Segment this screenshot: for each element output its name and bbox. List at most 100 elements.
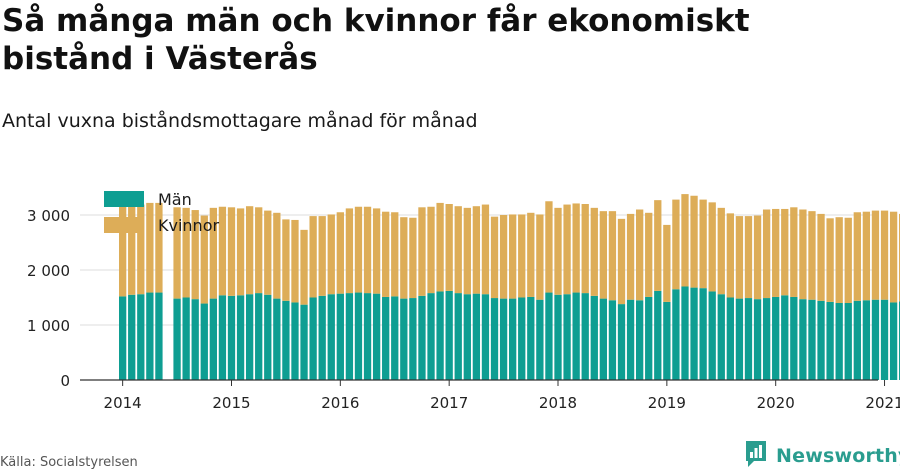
legend-label-men: Män — [158, 189, 192, 209]
bar-women — [581, 204, 589, 294]
bar-women — [862, 211, 871, 301]
bar-men — [209, 298, 217, 380]
chart-subtitle: Antal vuxna biståndsmottagare månad för … — [2, 110, 478, 132]
bar-men — [572, 292, 580, 380]
brand-logo[interactable]: Newsworthy — [744, 440, 900, 472]
bar-men — [255, 293, 263, 380]
bar-women — [826, 218, 834, 302]
legend-item-men[interactable]: Män — [104, 186, 219, 212]
y-tick-label: 0 — [60, 372, 70, 390]
bar-women — [273, 212, 281, 299]
x-axis — [80, 379, 886, 386]
bar-men — [645, 296, 653, 380]
bar-men — [599, 298, 608, 380]
bar-men — [245, 294, 254, 380]
y-tick-label: 2 000 — [27, 262, 70, 280]
bar-men — [119, 296, 127, 380]
bar-women — [282, 219, 290, 301]
bar-women — [590, 207, 598, 296]
bar-women — [490, 216, 499, 299]
bar-men — [753, 299, 762, 380]
bar-women — [799, 209, 807, 300]
bar-women — [354, 206, 363, 293]
bar-men — [626, 299, 635, 380]
bar-men — [499, 298, 508, 380]
bar-women — [835, 217, 843, 303]
bar-men — [191, 299, 199, 380]
bar-men — [545, 292, 553, 380]
bar-women — [762, 209, 771, 299]
bar-men — [318, 295, 326, 380]
bar-men — [799, 299, 807, 380]
x-tick-label: 2016 — [321, 394, 359, 412]
bar-men — [835, 303, 843, 380]
bar-men — [726, 297, 734, 380]
bar-women — [844, 217, 852, 303]
bar-men — [300, 304, 308, 380]
legend-item-women[interactable]: Kvinnor — [104, 212, 219, 238]
bar-women — [772, 208, 780, 297]
bar-women — [654, 200, 662, 291]
bar-men — [654, 290, 662, 380]
bar-men — [635, 300, 644, 380]
bar-men — [481, 294, 490, 380]
y-tick-label: 3 000 — [27, 207, 70, 225]
bar-women — [554, 207, 562, 295]
bar-women — [481, 204, 490, 295]
bar-men — [744, 298, 753, 380]
bar-women — [309, 216, 317, 298]
bar-men — [808, 299, 816, 380]
bar-women — [400, 217, 408, 299]
bar-women — [119, 205, 127, 297]
bar-women — [137, 204, 145, 295]
bar-women — [236, 208, 245, 296]
bar-women — [418, 207, 426, 296]
bar-men — [790, 296, 798, 380]
bar-women — [291, 219, 299, 303]
bar-men — [880, 299, 889, 380]
bar-women — [545, 201, 553, 293]
bar-women — [182, 207, 190, 298]
bar-women — [563, 204, 571, 295]
bar-women — [454, 206, 462, 294]
bar-men — [717, 294, 725, 380]
bar-women — [218, 206, 227, 296]
bar-men — [409, 298, 417, 380]
bar-men — [472, 293, 481, 380]
bar-women — [645, 212, 653, 297]
x-axis-tick-labels: 2014 2015 2016 2017 2018 2019 2020 2021 — [104, 394, 900, 412]
bar-men — [617, 304, 626, 380]
bar-men — [518, 297, 526, 380]
bar-women — [345, 208, 354, 294]
bar-men — [427, 293, 435, 380]
x-tick-label: 2019 — [648, 394, 686, 412]
bar-men — [563, 294, 571, 380]
bar-men — [781, 295, 789, 380]
bar-women — [853, 212, 861, 301]
bar-men — [853, 300, 861, 380]
x-tick-label: 2020 — [757, 394, 795, 412]
bar-women — [227, 207, 236, 296]
bar-men — [436, 291, 444, 380]
bar-women — [753, 215, 762, 300]
bar-women — [336, 212, 344, 294]
bar-men — [509, 298, 517, 380]
bar-men — [391, 296, 399, 380]
bar-women — [681, 194, 689, 287]
bar-men — [463, 294, 471, 380]
bar-men — [445, 290, 453, 380]
bar-men — [236, 295, 245, 380]
bar-women — [463, 207, 471, 295]
x-tick-label: 2014 — [104, 394, 142, 412]
bar-men — [826, 301, 834, 380]
bar-men — [490, 298, 499, 380]
bar-women — [889, 211, 898, 303]
bar-women — [536, 214, 544, 300]
bar-men — [128, 294, 136, 380]
bar-men — [590, 295, 598, 380]
newsworthy-logo-icon — [744, 439, 768, 473]
bar-men — [309, 297, 317, 380]
bar-men — [363, 293, 372, 380]
bar-women — [318, 216, 326, 296]
bar-women — [191, 210, 199, 300]
